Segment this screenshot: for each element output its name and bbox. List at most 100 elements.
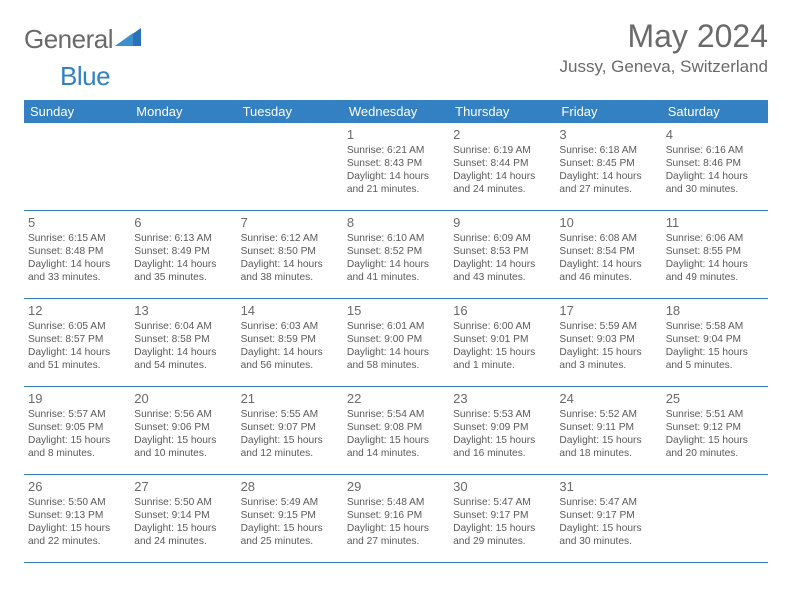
daylight-line: Daylight: 15 hoursand 16 minutes. [453,435,551,461]
sunset-line: Sunset: 9:16 PM [347,510,445,523]
day-header: Wednesday [343,100,449,123]
sunrise-line: Sunrise: 5:53 AM [453,409,551,422]
sunset-line: Sunset: 9:12 PM [666,422,764,435]
day-header: Tuesday [237,100,343,123]
sunset-line: Sunset: 8:57 PM [28,334,126,347]
sunrise-line: Sunrise: 5:59 AM [559,321,657,334]
calendar-cell: 22Sunrise: 5:54 AMSunset: 9:08 PMDayligh… [343,387,449,474]
sunset-line: Sunset: 9:11 PM [559,422,657,435]
sunset-line: Sunset: 9:09 PM [453,422,551,435]
sunrise-line: Sunrise: 5:57 AM [28,409,126,422]
logo-text-1: General [24,24,113,55]
day-number: 29 [347,479,445,495]
sunset-line: Sunset: 8:59 PM [241,334,339,347]
sunrise-line: Sunrise: 5:51 AM [666,409,764,422]
calendar-cell: 4Sunrise: 6:16 AMSunset: 8:46 PMDaylight… [662,123,768,210]
calendar-cell: 6Sunrise: 6:13 AMSunset: 8:49 PMDaylight… [130,211,236,298]
daylight-line: Daylight: 14 hoursand 24 minutes. [453,171,551,197]
sunrise-line: Sunrise: 6:12 AM [241,233,339,246]
sunset-line: Sunset: 9:14 PM [134,510,232,523]
daylight-line: Daylight: 14 hoursand 51 minutes. [28,347,126,373]
calendar-week: 19Sunrise: 5:57 AMSunset: 9:05 PMDayligh… [24,387,768,475]
daylight-line: Daylight: 15 hoursand 30 minutes. [559,523,657,549]
day-number: 23 [453,391,551,407]
calendar-cell: 19Sunrise: 5:57 AMSunset: 9:05 PMDayligh… [24,387,130,474]
calendar-cell: 1Sunrise: 6:21 AMSunset: 8:43 PMDaylight… [343,123,449,210]
daylight-line: Daylight: 14 hoursand 33 minutes. [28,259,126,285]
calendar-cell: 25Sunrise: 5:51 AMSunset: 9:12 PMDayligh… [662,387,768,474]
sunset-line: Sunset: 8:45 PM [559,158,657,171]
calendar-week: 1Sunrise: 6:21 AMSunset: 8:43 PMDaylight… [24,123,768,211]
sunset-line: Sunset: 8:44 PM [453,158,551,171]
sunset-line: Sunset: 9:17 PM [453,510,551,523]
sunset-line: Sunset: 9:17 PM [559,510,657,523]
daylight-line: Daylight: 14 hoursand 41 minutes. [347,259,445,285]
sunset-line: Sunset: 8:46 PM [666,158,764,171]
day-number: 13 [134,303,232,319]
calendar-cell: 17Sunrise: 5:59 AMSunset: 9:03 PMDayligh… [555,299,661,386]
day-number: 22 [347,391,445,407]
sunset-line: Sunset: 9:07 PM [241,422,339,435]
sunrise-line: Sunrise: 6:15 AM [28,233,126,246]
sunrise-line: Sunrise: 6:04 AM [134,321,232,334]
daylight-line: Daylight: 14 hoursand 43 minutes. [453,259,551,285]
calendar-cell: 3Sunrise: 6:18 AMSunset: 8:45 PMDaylight… [555,123,661,210]
sunrise-line: Sunrise: 5:56 AM [134,409,232,422]
sunset-line: Sunset: 9:05 PM [28,422,126,435]
logo-text-2: Blue [60,61,110,91]
sunrise-line: Sunrise: 5:55 AM [241,409,339,422]
sunset-line: Sunset: 9:04 PM [666,334,764,347]
day-header: Friday [555,100,661,123]
calendar-cell: 21 Sunrise: 5:55 AMSunset: 9:07 PMDayligh… [237,387,343,474]
daylight-line: Daylight: 14 hoursand 56 minutes. [241,347,339,373]
daylight-line: Daylight: 14 hoursand 54 minutes. [134,347,232,373]
day-number: 16 [453,303,551,319]
day-number: 6 [134,215,232,231]
calendar-cell: 20Sunrise: 5:56 AMSunset: 9:06 PMDayligh… [130,387,236,474]
calendar-week: 26Sunrise: 5:50 AMSunset: 9:13 PMDayligh… [24,475,768,563]
day-header-row: Sunday Monday Tuesday Wednesday Thursday… [24,100,768,123]
sunrise-line: Sunrise: 6:16 AM [666,145,764,158]
daylight-line: Daylight: 15 hoursand 12 minutes. [241,435,339,461]
daylight-line: Daylight: 15 hoursand 3 minutes. [559,347,657,373]
day-number: 25 [666,391,764,407]
sunrise-line: Sunrise: 5:58 AM [666,321,764,334]
sunrise-line: Sunrise: 6:19 AM [453,145,551,158]
calendar-cell: 11Sunrise: 6:06 AMSunset: 8:55 PMDayligh… [662,211,768,298]
daylight-line: Daylight: 15 hoursand 8 minutes. [28,435,126,461]
day-number: 31 [559,479,657,495]
daylight-line: Daylight: 15 hoursand 27 minutes. [347,523,445,549]
calendar-cell [24,123,130,210]
page: General May 2024 Jussy, Geneva, Switzerl… [0,0,792,563]
sunrise-line: Sunrise: 6:03 AM [241,321,339,334]
sunset-line: Sunset: 9:08 PM [347,422,445,435]
sunrise-line: Sunrise: 5:47 AM [453,497,551,510]
sunset-line: Sunset: 9:00 PM [347,334,445,347]
day-header: Sunday [24,100,130,123]
sunset-line: Sunset: 8:54 PM [559,246,657,259]
sunrise-line: Sunrise: 5:54 AM [347,409,445,422]
sunrise-line: Sunrise: 6:00 AM [453,321,551,334]
logo: General [24,24,141,55]
day-number: 9 [453,215,551,231]
calendar-cell: 28Sunrise: 5:49 AMSunset: 9:15 PMDayligh… [237,475,343,562]
sunrise-line: Sunrise: 5:50 AM [28,497,126,510]
sunrise-line: Sunrise: 6:08 AM [559,233,657,246]
daylight-line: Daylight: 15 hoursand 22 minutes. [28,523,126,549]
calendar-cell: 2Sunrise: 6:19 AMSunset: 8:44 PMDaylight… [449,123,555,210]
day-number: 28 [241,479,339,495]
sunset-line: Sunset: 8:55 PM [666,246,764,259]
day-number: 5 [28,215,126,231]
day-number: 1 [347,127,445,143]
day-number: 10 [559,215,657,231]
daylight-line: Daylight: 15 hoursand 18 minutes. [559,435,657,461]
day-number: 18 [666,303,764,319]
daylight-line: Daylight: 15 hoursand 29 minutes. [453,523,551,549]
daylight-line: Daylight: 14 hoursand 35 minutes. [134,259,232,285]
daylight-line: Daylight: 14 hoursand 38 minutes. [241,259,339,285]
day-number: 21 [241,391,339,407]
sunrise-line: Sunrise: 6:06 AM [666,233,764,246]
sunset-line: Sunset: 9:13 PM [28,510,126,523]
daylight-line: Daylight: 14 hoursand 46 minutes. [559,259,657,285]
sunrise-line: Sunrise: 6:01 AM [347,321,445,334]
